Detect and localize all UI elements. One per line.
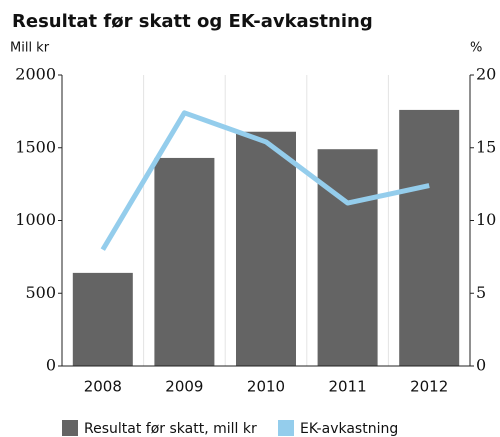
chart-title: Resultat før skatt og EK-avkastning xyxy=(12,11,373,32)
y-tick-label: 500 xyxy=(25,283,56,302)
y-axis-label: Mill kr xyxy=(10,41,50,56)
y2-tick-label: 20 xyxy=(476,65,496,84)
x-tick-label: 2012 xyxy=(410,378,448,396)
y2-tick-label: 0 xyxy=(476,356,486,375)
y-tick-label: 0 xyxy=(46,356,56,375)
legend-label: Resultat før skatt, mill kr xyxy=(84,421,257,437)
legend-label: EK-avkastning xyxy=(300,421,398,437)
bar xyxy=(399,109,460,367)
x-tick-label: 2011 xyxy=(329,378,367,396)
bar xyxy=(154,157,215,366)
legend-swatch xyxy=(278,420,294,436)
bar xyxy=(72,272,133,366)
y-tick-label: 1500 xyxy=(15,137,56,156)
bar xyxy=(317,149,378,366)
x-tick-label: 2008 xyxy=(84,378,122,396)
y2-tick-label: 5 xyxy=(476,283,486,302)
x-tick-label: 2009 xyxy=(165,378,203,396)
y-tick-label: 2000 xyxy=(15,65,56,84)
y2-tick-label: 10 xyxy=(476,210,496,229)
x-tick-label: 2010 xyxy=(247,378,285,396)
y2-axis-label: % xyxy=(470,41,482,56)
line xyxy=(100,110,430,251)
legend-swatch xyxy=(62,420,78,436)
y-tick-label: 1000 xyxy=(15,210,56,229)
y2-tick-label: 15 xyxy=(476,137,496,156)
bar xyxy=(236,131,296,366)
